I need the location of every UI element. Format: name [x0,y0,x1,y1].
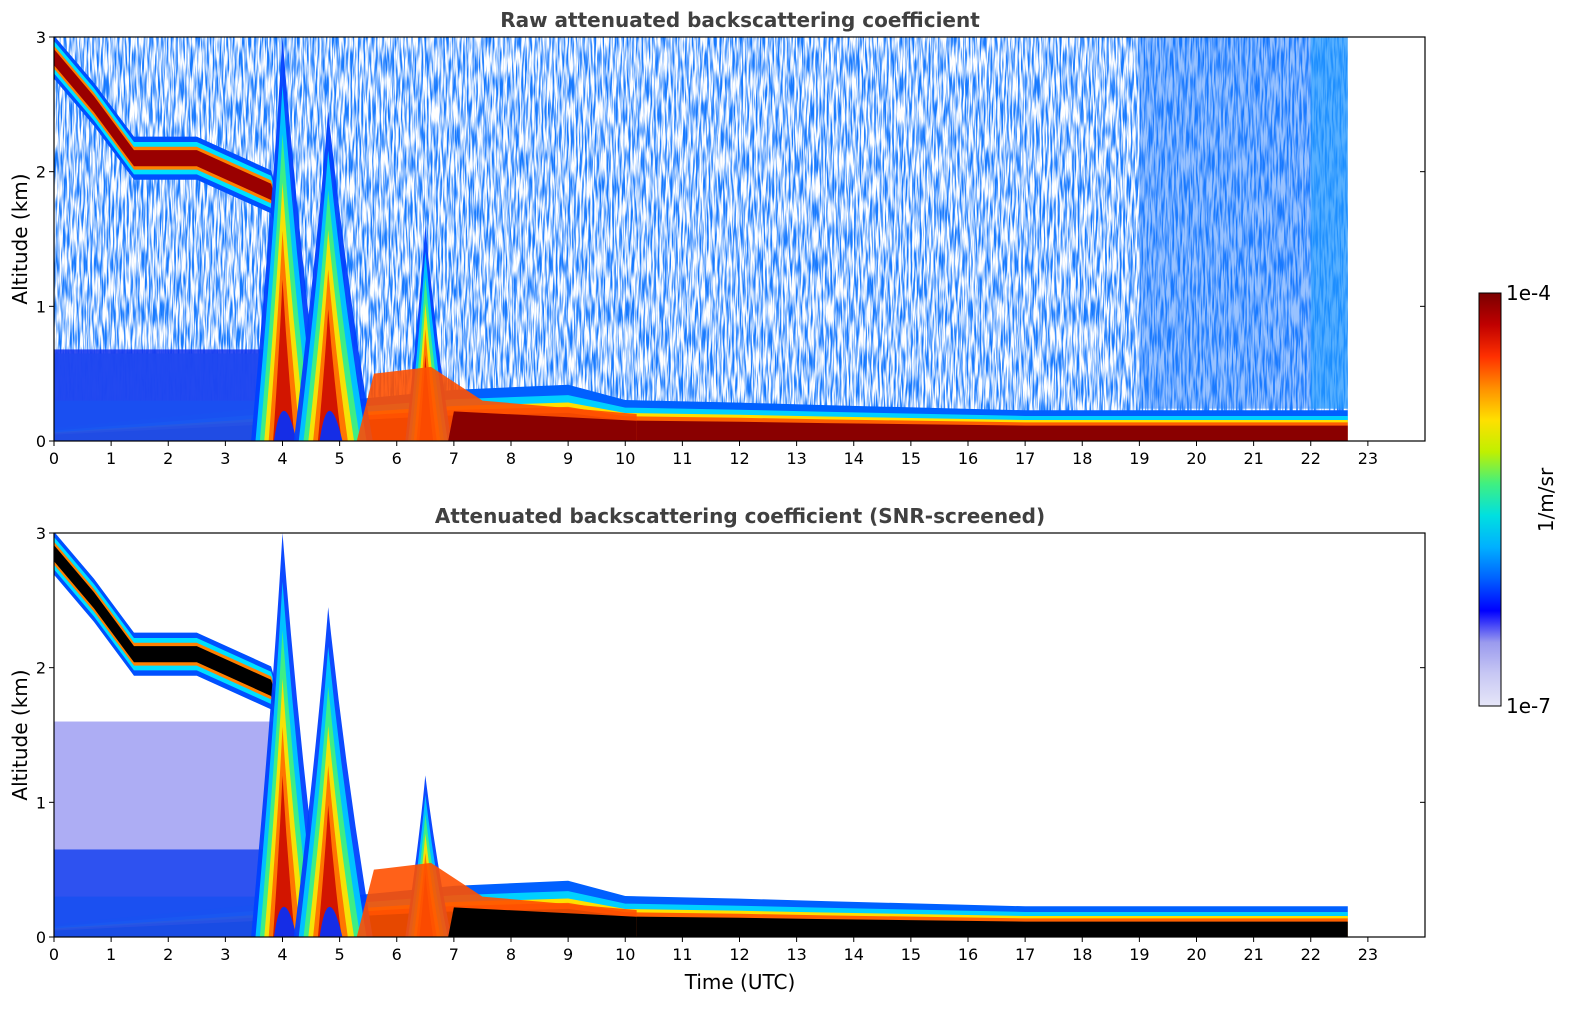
x-tick-label: 6 [392,449,402,468]
x-tick-label: 17 [1015,945,1035,964]
y-axis: 0 1 2 3 [36,524,1425,947]
x-tick-label: 0 [49,449,59,468]
x-tick-label: 17 [1015,449,1035,468]
colorbar-max-label: 1e-4 [1506,281,1551,305]
x-tick-label: 9 [563,449,573,468]
x-tick-label: 15 [901,449,921,468]
x-tick-label: 6 [392,945,402,964]
x-tick-label: 18 [1072,449,1092,468]
y-tick-label: 0 [36,432,46,451]
x-tick-label: 16 [958,449,978,468]
x-tick-label: 23 [1358,945,1378,964]
x-tick-label: 12 [729,945,749,964]
x-tick-label: 14 [844,449,864,468]
x-tick-label: 18 [1072,945,1092,964]
y-tick-label: 3 [36,28,46,47]
x-tick-label: 14 [844,945,864,964]
x-tick-label: 7 [449,449,459,468]
surface-layer-early [54,896,289,937]
x-tick-label: 2 [163,449,173,468]
plume-band [273,775,295,937]
x-tick-label: 1 [106,449,116,468]
colorbar: 1e-4 1e-7 1/m/sr [1478,281,1558,718]
heatmap-area [54,533,1425,937]
elevated-layer-band [54,45,286,251]
plume-band [317,309,342,441]
noise-band [1310,37,1348,409]
y-axis-label: Altitude (km) [8,669,32,800]
x-tick-label: 4 [277,945,287,964]
heatmap-area [54,37,1425,441]
x-tick-label: 10 [615,945,635,964]
y-axis: 0 1 2 3 [36,28,1425,451]
elevated-layer-band [54,541,286,747]
x-axis: 0 1 2 3 4 5 6 7 8 9 10 11 12 13 14 15 16 17 18 19 20 21 22 23 [49,937,1378,964]
x-tick-label: 5 [335,449,345,468]
y-tick-label: 0 [36,928,46,947]
surface-layer-early [54,400,289,441]
x-tick-label: 20 [1186,945,1206,964]
colorbar-min-label: 1e-7 [1506,694,1551,718]
y-tick-label: 3 [36,524,46,543]
plume-notch [273,410,297,441]
x-tick-label: 16 [958,945,978,964]
panel-title: Raw attenuated backscattering coefficien… [500,8,980,32]
x-tick-label: 20 [1186,449,1206,468]
x-tick-label: 7 [449,945,459,964]
x-tick-label: 11 [672,449,692,468]
x-tick-label: 8 [506,945,516,964]
plume-band [273,279,295,441]
x-tick-label: 21 [1243,449,1263,468]
x-tick-label: 13 [786,945,806,964]
x-tick-label: 23 [1358,449,1378,468]
x-tick-label: 19 [1129,449,1149,468]
x-tick-label: 8 [506,449,516,468]
x-tick-label: 1 [106,945,116,964]
x-tick-label: 3 [220,945,230,964]
panel-raw: Raw attenuated backscattering coefficien… [8,8,1426,468]
x-tick-label: 22 [1301,945,1321,964]
plume-notch [273,906,297,937]
no-data-region [1347,37,1425,441]
x-tick-label: 3 [220,449,230,468]
x-tick-label: 21 [1243,945,1263,964]
x-tick-label: 12 [729,449,749,468]
colorbar-unit-label: 1/m/sr [1534,467,1558,532]
x-tick-label: 2 [163,945,173,964]
y-tick-label: 1 [36,793,46,812]
y-axis-label: Altitude (km) [8,173,32,304]
plume-notch [319,906,343,937]
y-tick-label: 2 [36,163,46,182]
dense-layer-core [448,907,637,937]
y-tick-label: 2 [36,659,46,678]
x-tick-label: 9 [563,945,573,964]
x-tick-label: 19 [1129,945,1149,964]
x-axis-label: Time (UTC) [684,970,796,994]
x-tick-label: 13 [786,449,806,468]
panel-title: Attenuated backscattering coefficient (S… [435,504,1045,528]
dense-layer-core [448,411,637,441]
x-tick-label: 5 [335,945,345,964]
plume-band [317,805,342,937]
plume-notch [319,410,343,441]
x-tick-label: 22 [1301,449,1321,468]
y-tick-label: 1 [36,297,46,316]
colorbar-bar [1478,292,1502,707]
x-axis: 0 1 2 3 4 5 6 7 8 9 10 11 12 13 14 15 16 17 18 19 20 21 22 23 [49,441,1378,468]
x-tick-label: 11 [672,945,692,964]
x-tick-label: 4 [277,449,287,468]
panel-screened: Attenuated backscattering coefficient (S… [8,504,1426,994]
no-data-region [1347,533,1425,937]
x-tick-label: 15 [901,945,921,964]
x-tick-label: 0 [49,945,59,964]
x-tick-label: 10 [615,449,635,468]
